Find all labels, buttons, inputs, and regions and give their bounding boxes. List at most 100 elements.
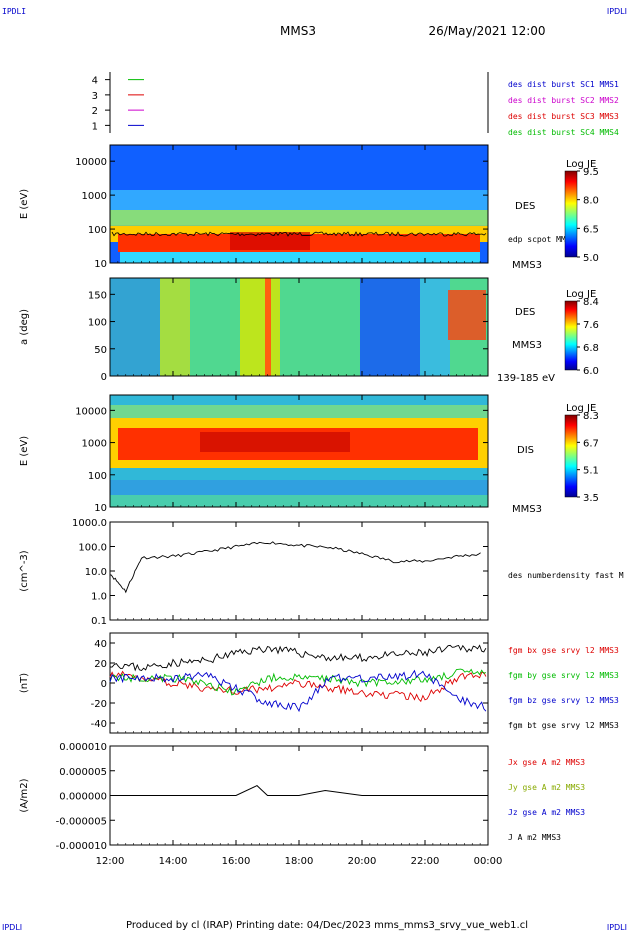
p2-ytick-label: 100 bbox=[88, 225, 107, 236]
p6-series-line bbox=[109, 668, 487, 696]
p6-ytick-label: 0 bbox=[101, 679, 107, 690]
p3-colorbar bbox=[564, 300, 578, 371]
p3-ytick-label: 50 bbox=[94, 345, 107, 356]
corner-label-tr: IPDLI bbox=[607, 7, 627, 16]
p1-ytick-label: 4 bbox=[92, 76, 98, 87]
p7-ytick-label: -0.000010 bbox=[56, 841, 107, 852]
p5-frame bbox=[109, 521, 489, 621]
p4-colorbar-tick-label: 5.1 bbox=[583, 466, 599, 477]
p5-ytick-label: 1.0 bbox=[91, 592, 107, 603]
time-tick-label: 22:00 bbox=[411, 856, 440, 867]
p7-ytick-label: 0.000000 bbox=[59, 792, 107, 803]
p1-legend-entry: des dist burst SC2 MMS2 bbox=[508, 96, 619, 105]
time-tick-label: 14:00 bbox=[159, 856, 188, 867]
p6-series-line bbox=[109, 670, 487, 703]
p2-colorbar bbox=[564, 170, 578, 258]
p2-scpot-line bbox=[111, 231, 487, 237]
p1-ytick-label: 3 bbox=[92, 91, 98, 102]
p4-colorbar-tick-label: 8.3 bbox=[583, 411, 599, 422]
time-tick-label: 12:00 bbox=[96, 856, 125, 867]
p6-ytick-label: -40 bbox=[91, 719, 107, 730]
time-tick-label: 18:00 bbox=[285, 856, 314, 867]
p2-colorbar-tick-label: 6.5 bbox=[583, 224, 599, 235]
p4-ylabel: E (eV) bbox=[19, 436, 30, 466]
p2-ytick-label: 1000 bbox=[82, 191, 107, 202]
p7-legend-entry: J A m2 MMS3 bbox=[508, 833, 561, 842]
p1-ytick-label: 1 bbox=[92, 121, 98, 132]
footer-credit: Produced by cl (IRAP) Printing date: 04/… bbox=[126, 920, 528, 931]
p3-colorbar-tick-label: 6.8 bbox=[583, 343, 599, 354]
page-title: MMS3 bbox=[280, 24, 316, 38]
p7-legend-entry: Jz gse A m2 MMS3 bbox=[508, 808, 585, 817]
p6-series-line bbox=[109, 669, 487, 713]
p4-right-label-dis: DIS bbox=[517, 445, 534, 456]
p3-colorbar-tick-label: 6.0 bbox=[583, 366, 599, 377]
p7-current-line bbox=[110, 785, 488, 796]
p6-ytick-label: -20 bbox=[91, 699, 107, 710]
p3-right-label-energy: 139-185 eV bbox=[497, 373, 555, 384]
p3-right-label-des: DES bbox=[515, 307, 535, 318]
p7-ytick-label: -0.000005 bbox=[56, 816, 107, 827]
p1-legend-entry: des dist burst SC3 MMS3 bbox=[508, 112, 619, 121]
p7-legend-entry: Jx gse A m2 MMS3 bbox=[508, 758, 585, 767]
p1-legend-entry: des dist burst SC4 MMS4 bbox=[508, 128, 619, 137]
p6-ytick-label: 20 bbox=[94, 659, 107, 670]
corner-label-bl: IPDLI bbox=[2, 923, 22, 932]
p6-frame bbox=[109, 632, 489, 734]
p2-colorbar-tick-label: 5.0 bbox=[583, 253, 599, 264]
p3-ytick-label: 150 bbox=[88, 290, 107, 301]
p4-ytick-label: 10000 bbox=[75, 406, 107, 417]
p2-colorbar-tick-label: 9.5 bbox=[583, 167, 599, 178]
p4-colorbar-title: Log JE bbox=[566, 403, 596, 414]
p2-right-label-des: DES bbox=[515, 201, 535, 212]
p2-ylabel: E (eV) bbox=[19, 189, 30, 219]
p3-colorbar-title: Log JE bbox=[566, 289, 596, 300]
p7-legend-entry: Jy gse A m2 MMS3 bbox=[508, 783, 585, 792]
p1-legend-entry: des dist burst SC1 MMS1 bbox=[508, 80, 619, 89]
p5-ytick-label: 100.0 bbox=[78, 543, 107, 554]
time-tick-label: 00:00 bbox=[474, 856, 503, 867]
p2-right-label-scpot: edp scpot MMS3 bbox=[508, 235, 576, 244]
p4-ytick-label: 100 bbox=[88, 471, 107, 482]
p4-colorbar-tick-label: 6.7 bbox=[583, 438, 599, 449]
des-energy-spectrogram bbox=[110, 145, 488, 263]
p4-colorbar bbox=[564, 414, 578, 498]
p5-ytick-label: 0.1 bbox=[91, 616, 107, 627]
p4-ytick-label: 10 bbox=[94, 503, 107, 514]
p1-ytick-label: 2 bbox=[92, 106, 98, 117]
time-tick-label: 20:00 bbox=[348, 856, 377, 867]
corner-label-tl: IPDLI bbox=[2, 7, 26, 16]
p7-ylabel: (A/m2) bbox=[19, 778, 30, 812]
p6-ytick-label: 40 bbox=[94, 639, 107, 650]
p5-ytick-label: 1000.0 bbox=[72, 518, 107, 529]
p6-legend-entry: fgm bz gse srvy l2 MMS3 bbox=[508, 696, 619, 705]
des-pitch-angle-spectrogram bbox=[110, 278, 488, 376]
time-tick-label: 16:00 bbox=[222, 856, 251, 867]
p3-ytick-label: 100 bbox=[88, 318, 107, 329]
p6-legend-entry: fgm bx gse srvy l2 MMS3 bbox=[508, 646, 619, 655]
p2-ytick-label: 10 bbox=[94, 259, 107, 270]
p6-legend-entry: fgm by gse srvy l2 MMS3 bbox=[508, 671, 619, 680]
p2-ytick-label: 10000 bbox=[75, 157, 107, 168]
p5-density-line bbox=[109, 541, 481, 594]
p3-ylabel: a (deg) bbox=[19, 309, 30, 345]
p5-ytick-label: 10.0 bbox=[85, 567, 107, 578]
p2-right-label-mms3: MMS3 bbox=[512, 260, 542, 271]
p4-ytick-label: 1000 bbox=[82, 439, 107, 450]
p3-colorbar-tick-label: 8.4 bbox=[583, 297, 599, 308]
p2-colorbar-title: Log JE bbox=[566, 159, 596, 170]
corner-label-br: IPDLI bbox=[607, 923, 627, 932]
dis-energy-spectrogram bbox=[110, 395, 488, 507]
p7-ytick-label: 0.000005 bbox=[59, 767, 107, 778]
chart-overlay: 1 2 3 4 des dist burst SC1 MMS1 des dist burs… bbox=[19, 72, 624, 931]
p3-right-label-mms3: MMS3 bbox=[512, 340, 542, 351]
p5-ylabel: (cm^-3) bbox=[19, 550, 30, 591]
p6-ylabel: (nT) bbox=[19, 673, 30, 693]
p4-colorbar-tick-label: 3.5 bbox=[583, 493, 599, 504]
p6-legend-entry: fgm bt gse srvy l2 MMS3 bbox=[508, 721, 619, 730]
page-date: 26/May/2021 12:00 bbox=[428, 24, 545, 38]
p3-ytick-label: 0 bbox=[101, 372, 107, 383]
p2-colorbar-tick-label: 8.0 bbox=[583, 196, 599, 207]
